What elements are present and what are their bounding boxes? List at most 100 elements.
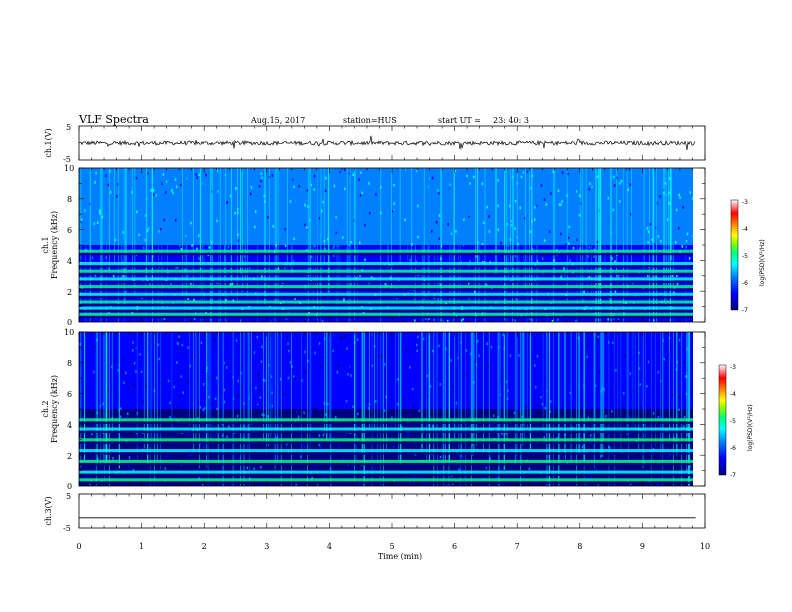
spec2-speckle (335, 415, 337, 419)
spec2-speckle (686, 375, 688, 378)
spec1-speckle (307, 205, 309, 208)
spec2-speckle (124, 336, 127, 339)
spec1-speckle (613, 175, 615, 179)
spec2-speckle (426, 394, 428, 398)
spec2-speckle (383, 363, 386, 366)
ch3-waveform-frame (78, 493, 706, 529)
spec1-speckle (462, 317, 465, 321)
spec2-speckle (122, 424, 124, 428)
spec1-speckle (613, 184, 616, 187)
spec1-speckle (448, 186, 450, 190)
spec1-speckle (570, 178, 573, 181)
spec2-dark-band (79, 441, 693, 444)
spec2-speckle (238, 415, 241, 418)
spec1-speckle (150, 189, 152, 192)
spec1-speckle (336, 244, 339, 248)
spec1-speckle (99, 209, 101, 212)
spec1-speckle (105, 317, 107, 321)
x-tick-label-5: 5 (389, 542, 394, 551)
spec2-speckle (334, 413, 336, 416)
spec2-speckle (381, 346, 384, 350)
spec1-speckle (488, 230, 491, 233)
spec1-speckle (615, 241, 617, 245)
spec1-speckle (493, 172, 495, 175)
spec1-speckle (674, 231, 676, 235)
spec2-speckle (475, 363, 478, 366)
spec1-speckle (349, 175, 352, 178)
spec1-speckle (415, 169, 418, 172)
ch1-cbar-tick-m3: -3 (742, 199, 748, 206)
spec1-speckle (414, 297, 416, 300)
spec2-speckle (683, 415, 686, 419)
spec2-speckle (223, 388, 226, 392)
spec1-speckle (332, 241, 335, 244)
spec2-speckle (194, 355, 196, 358)
spec1-speckle (596, 240, 599, 244)
spec1-speckle (638, 195, 640, 198)
ch1-freq-tick-2: 2 (67, 288, 72, 297)
spec1-speckle (177, 174, 179, 177)
spec2-speckle (200, 341, 203, 345)
spec2-speckle (139, 339, 142, 342)
spec1-background-high (79, 168, 693, 245)
spec2-speckle (187, 381, 189, 384)
ch1-freq-tick-6: 6 (67, 226, 72, 235)
spec2-speckle (203, 411, 205, 414)
spec1-speckle (153, 183, 155, 186)
spec2-speckle (487, 381, 489, 384)
spec1-speckle (449, 183, 451, 186)
spec2-speckle (505, 334, 507, 337)
spec2-speckle (221, 434, 224, 437)
spec1-speckle (568, 236, 570, 240)
spec2-speckle (590, 434, 592, 437)
spec1-speckle (146, 229, 149, 232)
ch2-cbar-tick-m4: -4 (730, 391, 736, 398)
spec2-speckle (505, 432, 507, 435)
spec2-speckle (85, 451, 88, 454)
spec2-speckle (356, 412, 359, 416)
spec1-speckle (551, 320, 554, 322)
spec1-speckle (208, 246, 210, 249)
spec1-speckle (234, 211, 236, 215)
spec1-speckle (294, 297, 296, 300)
spec1-speckle (368, 302, 371, 305)
spec2-speckle (240, 364, 242, 368)
spec2-speckle (213, 338, 216, 341)
spec1-speckle (510, 319, 512, 322)
spec2-speckle (275, 436, 278, 440)
spec1-speckle (451, 191, 454, 194)
spec1-speckle (319, 282, 321, 285)
spec2-dark-band (79, 474, 693, 477)
spec1-speckle (227, 245, 230, 249)
spec1-speckle (313, 244, 316, 248)
spec1-speckle (466, 174, 468, 178)
spec2-speckle (260, 360, 263, 363)
spec1-speckle (381, 217, 383, 221)
spec2-speckle (94, 338, 97, 341)
spec1-speckle (557, 189, 560, 193)
spec1-speckle (475, 254, 477, 258)
spec2-speckle (416, 343, 418, 347)
spec1-speckle (198, 257, 200, 260)
spec1-speckle (374, 220, 377, 224)
spec1-speckle (506, 222, 508, 226)
spec2-speckle (657, 371, 659, 374)
spec2-speckle (145, 385, 147, 388)
spec1-speckle (689, 191, 692, 194)
spec1-speckle (254, 225, 256, 229)
spec2-speckle (324, 355, 326, 359)
spec1-speckle (241, 289, 243, 292)
spec2-speckle (129, 408, 132, 412)
ch2-freq-tick-6: 6 (67, 390, 72, 399)
spec1-speckle (155, 196, 158, 199)
spec2-speckle (110, 407, 113, 411)
spec2-speckle (407, 434, 409, 437)
spec2-speckle (590, 476, 592, 479)
spec2-speckle (683, 361, 685, 364)
spec1-speckle (237, 207, 239, 211)
spec1-speckle (657, 235, 660, 238)
spec2-speckle (390, 424, 392, 428)
spec2-speckle (216, 417, 218, 420)
spec1-speckle (464, 216, 466, 219)
spec1-speckle (255, 175, 257, 179)
